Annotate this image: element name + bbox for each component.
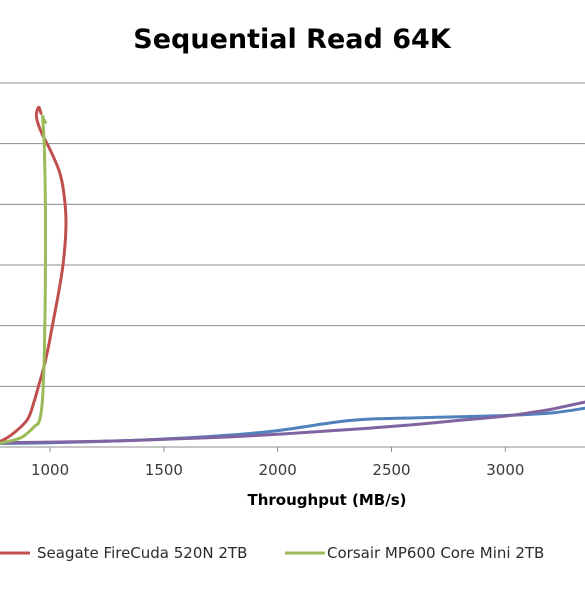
x-tick-label: 2000 [259,461,297,479]
x-axis: 1000 1500 2000 2500 3000 [31,447,524,479]
x-axis-title: Throughput (MB/s) [248,491,407,509]
series-line-series-purple [0,400,585,445]
gridlines [0,82,585,448]
plot-area [0,105,585,445]
x-tick-label: 2500 [372,461,410,479]
legend: Seagate FireCuda 520N 2TB Corsair MP600 C… [0,544,544,562]
x-tick-label: 3000 [486,461,524,479]
legend-label: Seagate FireCuda 520N 2TB [37,544,247,562]
x-tick-label: 1500 [145,461,183,479]
legend-label: Corsair MP600 Core Mini 2TB [327,544,544,562]
series-line-seagate-firecuda-520n [0,105,68,444]
series-line-series-blue [0,406,585,445]
x-tick-label: 1000 [31,461,69,479]
chart-title: Sequential Read 64K [133,24,451,55]
series-line-corsair-mp600-core-mini [0,114,48,445]
